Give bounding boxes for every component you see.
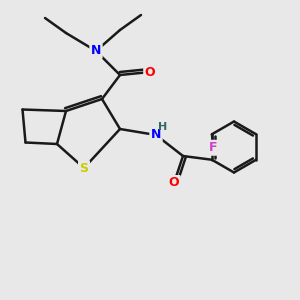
Text: H: H xyxy=(158,122,167,132)
Text: F: F xyxy=(209,141,218,154)
Text: O: O xyxy=(169,176,179,190)
Text: N: N xyxy=(91,44,101,58)
Text: O: O xyxy=(145,65,155,79)
Text: S: S xyxy=(80,161,88,175)
Text: N: N xyxy=(151,128,161,142)
